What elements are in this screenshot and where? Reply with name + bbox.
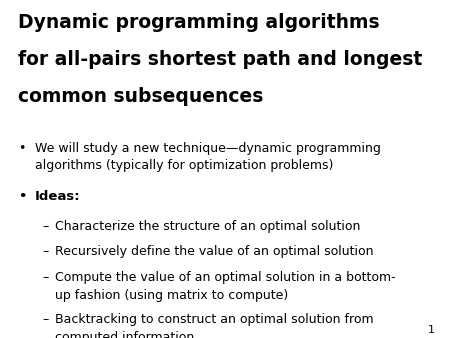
Text: Compute the value of an optimal solution in a bottom-
up fashion (using matrix t: Compute the value of an optimal solution… — [55, 271, 396, 301]
Text: Recursively define the value of an optimal solution: Recursively define the value of an optim… — [55, 245, 373, 259]
Text: –: – — [42, 245, 48, 259]
Text: 1: 1 — [428, 325, 435, 335]
Text: •: • — [18, 142, 25, 155]
Text: Characterize the structure of an optimal solution: Characterize the structure of an optimal… — [55, 220, 360, 233]
Text: Ideas:: Ideas: — [35, 190, 81, 203]
Text: –: – — [42, 220, 48, 233]
Text: •: • — [18, 190, 27, 203]
Text: –: – — [42, 313, 48, 326]
Text: Dynamic programming algorithms: Dynamic programming algorithms — [18, 13, 380, 32]
Text: We will study a new technique—dynamic programming
algorithms (typically for opti: We will study a new technique—dynamic pr… — [35, 142, 381, 172]
Text: Backtracking to construct an optimal solution from
computed information.: Backtracking to construct an optimal sol… — [55, 313, 373, 338]
Text: for all-pairs shortest path and longest: for all-pairs shortest path and longest — [18, 50, 422, 69]
Text: common subsequences: common subsequences — [18, 87, 263, 106]
Text: –: – — [42, 271, 48, 284]
